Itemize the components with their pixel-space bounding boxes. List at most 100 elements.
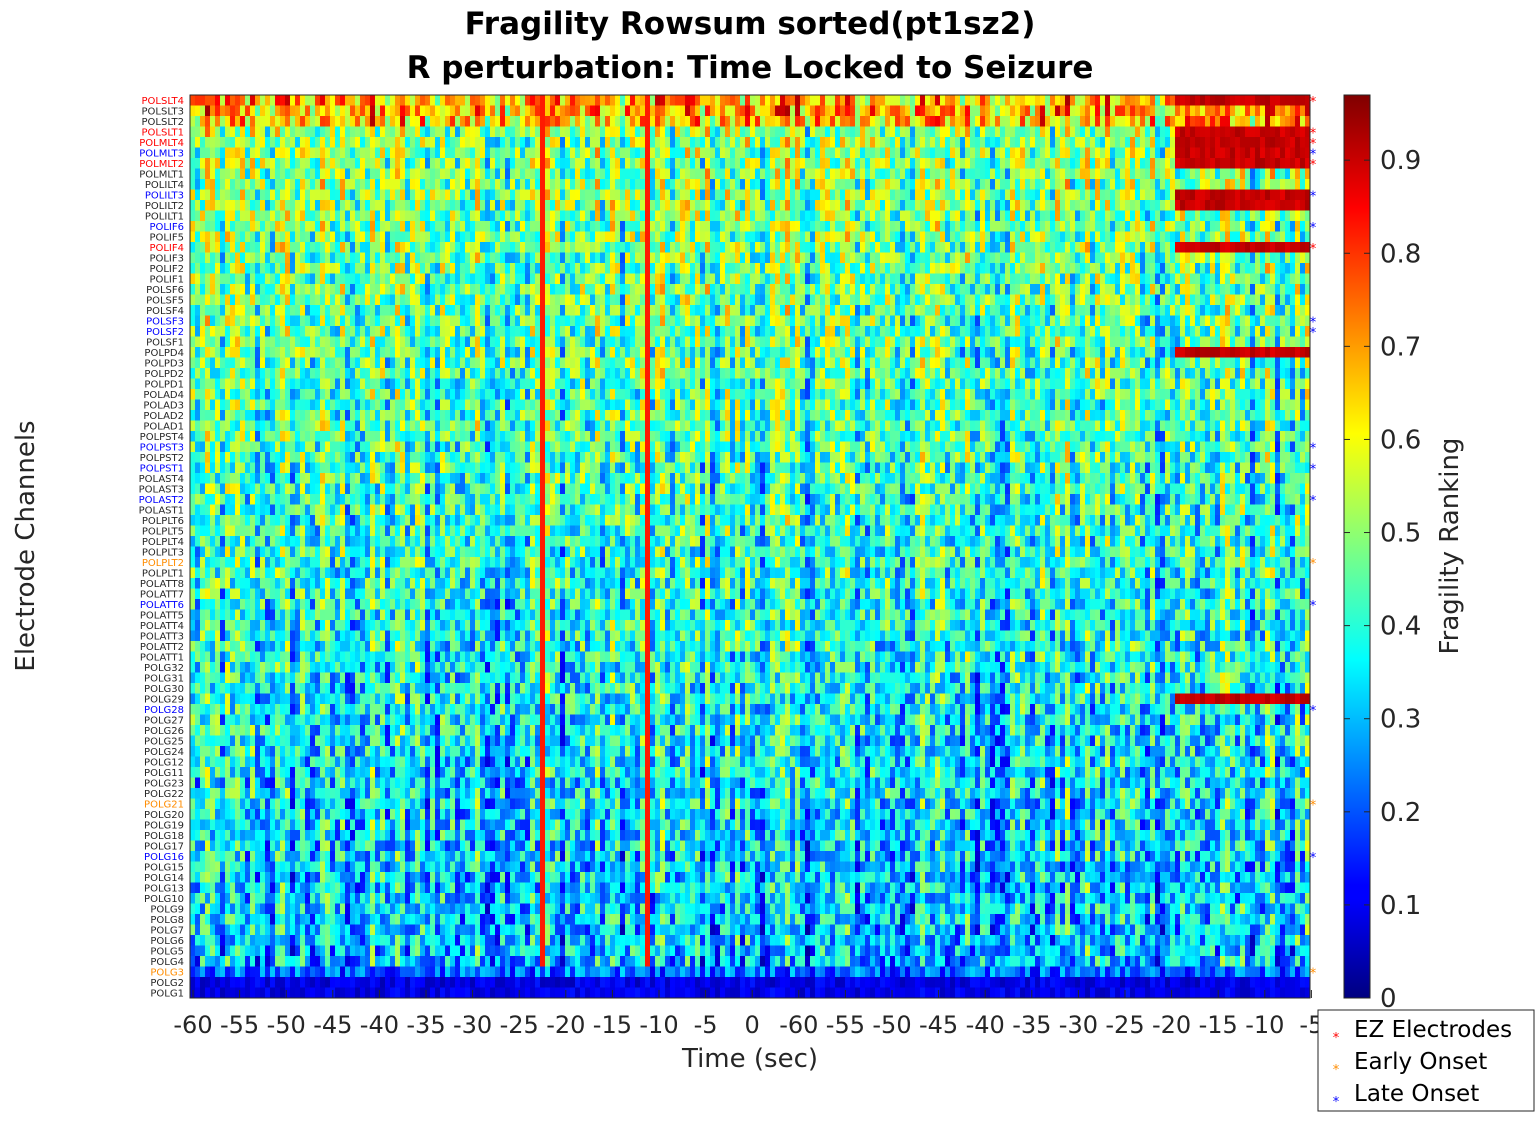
heatmap-cell [235,284,241,295]
heatmap-cell [805,189,811,201]
heatmap-cell [605,263,611,274]
heatmap-cell [540,273,546,285]
heatmap-cell [1220,231,1226,243]
heatmap-cell [725,189,731,201]
heatmap-cell [895,294,901,306]
heatmap-cell [1095,158,1101,169]
heatmap-cell [650,221,656,232]
heatmap-cell [405,105,411,117]
heatmap-cell [195,168,201,180]
heatmap-cell [760,189,766,201]
heatmap-cell [445,147,451,159]
heatmap-cell [310,326,316,337]
heatmap-cell [1145,242,1151,253]
heatmap-cell [245,147,251,159]
heatmap-cell [880,105,886,117]
heatmap-cell [1060,221,1066,232]
heatmap-cell [370,221,376,232]
heatmap-cell [1045,221,1051,232]
heatmap-cell [465,158,471,169]
heatmap-cell [580,105,586,117]
heatmap-cell [245,273,251,285]
heatmap-cell [1270,147,1276,159]
heatmap-cell [515,210,521,222]
heatmap-cell [830,263,836,274]
heatmap-cell [595,305,601,316]
heatmap-cell [505,95,511,106]
heatmap-cell [360,252,366,264]
heatmap-cell [790,210,796,222]
heatmap-cell [705,263,711,274]
heatmap-cell [475,231,481,243]
heatmap-cell [1090,263,1096,274]
heatmap-cell [905,126,911,138]
heatmap-cell [1290,294,1296,306]
heatmap-cell [350,315,356,327]
heatmap-cell [950,189,956,201]
heatmap-cell [370,294,376,306]
heatmap-cell [720,242,726,253]
heatmap-cell [440,252,446,264]
heatmap-cell [580,179,586,190]
heatmap-cell [870,273,876,285]
heatmap-cell [390,105,396,117]
heatmap-cell [345,315,351,327]
heatmap-cell [640,263,646,274]
heatmap-cell [595,95,601,106]
heatmap-cell [850,315,856,327]
heatmap-cell [845,252,851,264]
heatmap-cell [1285,116,1291,127]
heatmap-cell [930,189,936,201]
heatmap-cell [1065,189,1071,201]
heatmap-cell [805,263,811,274]
heatmap-cell [230,126,236,138]
heatmap-cell [695,95,701,106]
heatmap-cell [1065,105,1071,117]
heatmap-cell [615,200,621,211]
heatmap-cell [920,210,926,222]
heatmap-cell [750,252,756,264]
heatmap-cell [790,305,796,316]
heatmap-cell [1115,137,1121,148]
heatmap-cell [295,179,301,190]
heatmap-cell [930,200,936,211]
heatmap-cell [495,242,501,253]
heatmap-cell [925,200,931,211]
heatmap-cell [375,273,381,285]
heatmap-cell [1190,126,1196,138]
heatmap-cell [620,210,626,222]
heatmap-cell [375,315,381,327]
heatmap-cell [730,252,736,264]
heatmap-cell [1070,284,1076,295]
heatmap-cell [685,305,691,316]
heatmap-cell [1115,221,1121,232]
heatmap-cell [310,126,316,138]
heatmap-cell [1255,284,1261,295]
heatmap-cell [210,284,216,295]
heatmap-cell [1205,189,1211,201]
heatmap-cell [210,168,216,180]
heatmap-cell [1285,95,1291,106]
heatmap-cell [1000,147,1006,159]
heatmap-cell [880,284,886,295]
heatmap-cell [370,315,376,327]
heatmap-cell [860,126,866,138]
heatmap-cell [715,179,721,190]
heatmap-cell [200,116,206,127]
heatmap-cell [315,231,321,243]
heatmap-cell [790,221,796,232]
heatmap-cell [1260,126,1266,138]
heatmap-cell [250,294,256,306]
heatmap-cell [1270,231,1276,243]
heatmap-cell [1170,210,1176,222]
heatmap-cell [710,147,716,159]
heatmap-cell [745,105,751,117]
heatmap-cell [1170,263,1176,274]
heatmap-cell [770,284,776,295]
heatmap-cell [775,116,781,127]
heatmap-cell [525,126,531,138]
heatmap-cell [200,242,206,253]
heatmap-cell [885,315,891,327]
heatmap-cell [1140,273,1146,285]
heatmap-cell [995,221,1001,232]
